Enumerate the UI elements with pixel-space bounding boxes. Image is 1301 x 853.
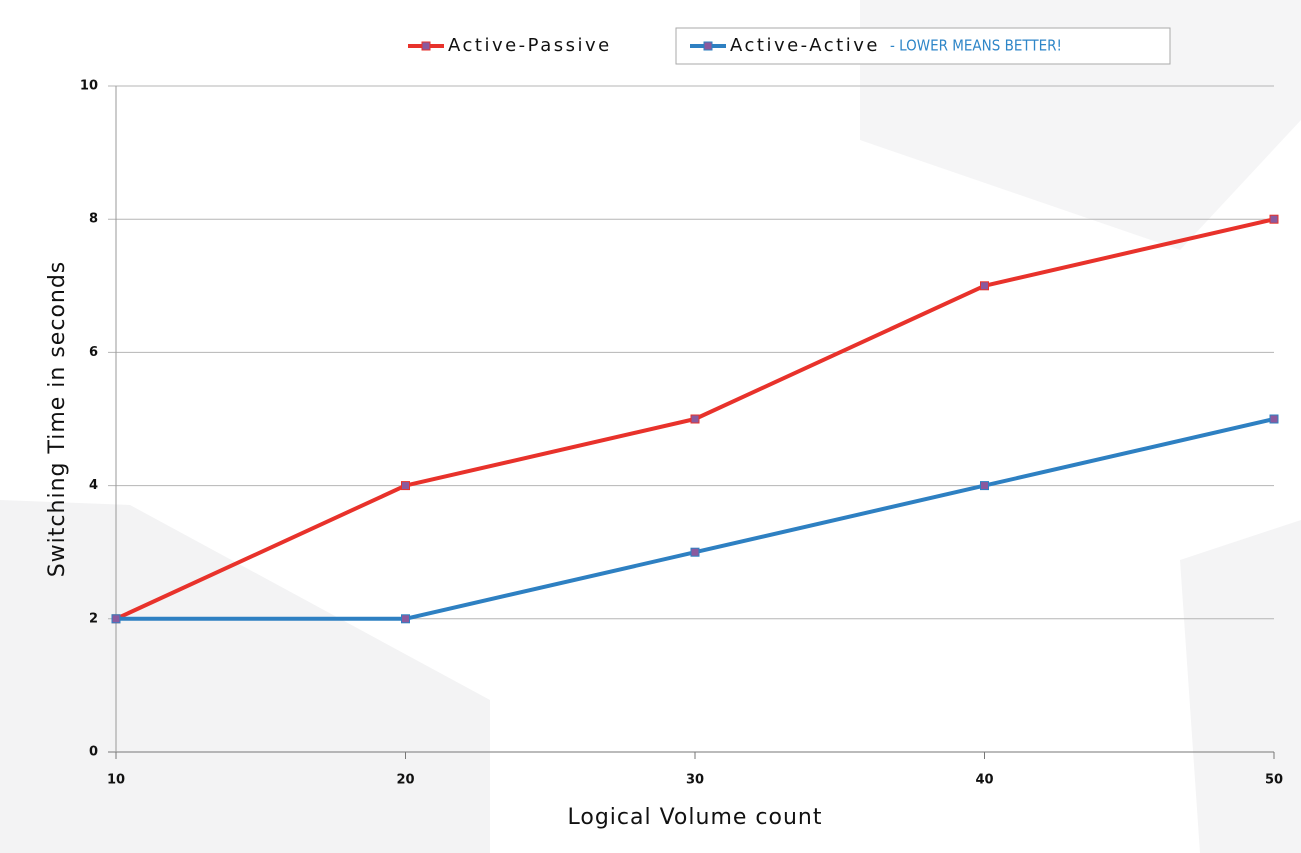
background-shape — [0, 500, 490, 853]
y-tick-label: 2 — [89, 611, 98, 626]
annotation: - LOWER MEANS BETTER! — [890, 37, 1062, 55]
marker — [401, 481, 410, 491]
legend-label: Active-Active — [730, 35, 880, 56]
legend-label: Active-Passive — [448, 35, 612, 56]
legend-box — [675, 27, 1171, 65]
x-tick-label: 30 — [686, 773, 704, 788]
marker — [690, 547, 700, 557]
marker — [980, 481, 989, 491]
marker — [1269, 414, 1279, 424]
marker — [690, 414, 700, 424]
y-tick-label: 4 — [89, 478, 98, 493]
y-axis-title: Switching Time in seconds — [45, 261, 70, 578]
y-tick-label: 10 — [80, 79, 98, 94]
y-tick-label: 8 — [89, 212, 98, 227]
x-tick-label: 50 — [1265, 773, 1283, 788]
legend-marker — [703, 41, 713, 51]
x-tick-label: 20 — [396, 773, 414, 788]
marker — [1269, 214, 1279, 224]
background-shape — [1180, 520, 1301, 853]
x-tick-label: 10 — [107, 773, 125, 788]
legend-marker — [421, 41, 431, 51]
x-tick-label: 40 — [975, 773, 993, 788]
marker — [401, 614, 410, 624]
series-line — [116, 417, 1275, 621]
y-tick-label: 0 — [89, 745, 98, 760]
marker — [111, 614, 121, 624]
y-tick-label: 6 — [89, 345, 98, 360]
marker — [980, 281, 989, 291]
x-axis-title: Logical Volume count — [568, 805, 823, 830]
